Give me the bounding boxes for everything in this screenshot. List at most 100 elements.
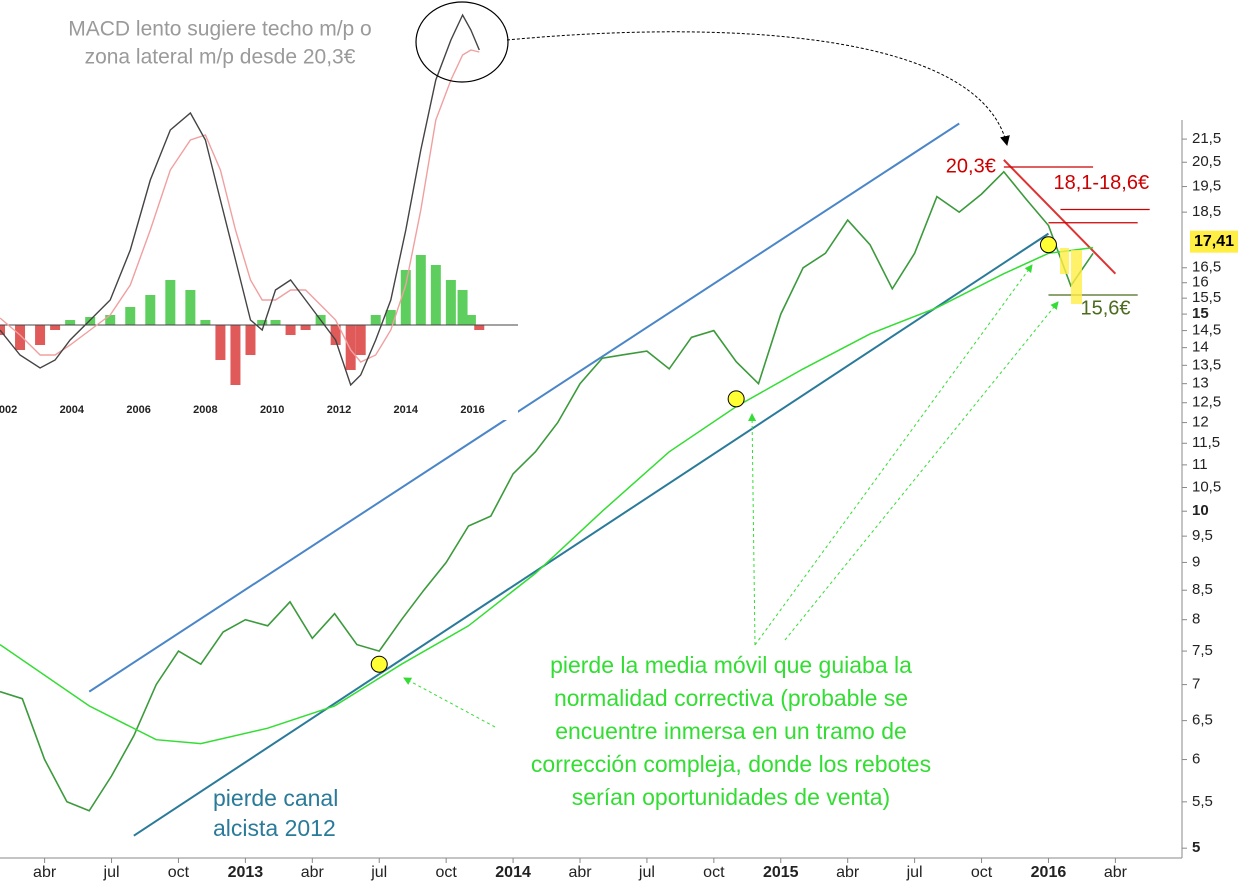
y-tick-label: 7,5: [1192, 642, 1213, 659]
y-tick-label: 12: [1192, 414, 1209, 431]
inset-title: MACD lento sugiere techo m/p o: [68, 18, 371, 41]
x-tick-label: oct: [435, 864, 457, 881]
y-tick-label: 9,5: [1192, 527, 1213, 544]
y-tick-label: 12,5: [1192, 394, 1221, 411]
signal-line: [0, 49, 480, 363]
highlight-point: [1039, 236, 1057, 254]
x-tick-label: abr: [836, 864, 860, 881]
y-tick-label: 18,5: [1192, 203, 1221, 220]
x-tick-label: abr: [33, 864, 57, 881]
inset-background: [0, 0, 518, 420]
inset-x-tick-label: 2002: [0, 404, 17, 416]
histogram-bar: [370, 315, 381, 325]
y-tick-label: 15: [1192, 305, 1209, 322]
histogram-bar: [415, 255, 426, 325]
x-tick-label: 2015: [763, 864, 799, 881]
note-arrow: [784, 301, 1059, 641]
histogram-bar: [165, 280, 176, 325]
y-tick-label: 16,5: [1192, 259, 1221, 276]
trend-line: [88, 122, 960, 693]
x-tick-label: abr: [1104, 864, 1128, 881]
histogram-bar: [445, 280, 456, 325]
level-label: 20,3€: [946, 155, 996, 177]
histogram-bar: [245, 325, 256, 355]
histogram-bar: [330, 325, 341, 345]
x-tick-label: 2013: [228, 864, 264, 881]
histogram-bar: [300, 325, 311, 330]
x-tick-label: jul: [103, 864, 120, 881]
histogram-bar: [145, 295, 156, 325]
note-arrow: [403, 677, 496, 728]
highlight-box: [1071, 250, 1082, 304]
histogram-bar: [215, 325, 226, 360]
inset-x-tick-label: 2010: [260, 404, 284, 416]
histogram-bar: [35, 325, 46, 345]
histogram-bar: [257, 320, 268, 325]
y-tick-label: 9: [1192, 553, 1200, 570]
histogram-bar: [105, 315, 116, 325]
inset-x-tick-label: 2014: [394, 404, 419, 416]
ma-note: normalidad correctiva (probable se: [554, 685, 908, 711]
last-price-badge: [1190, 230, 1238, 253]
y-tick-label: 10,5: [1192, 478, 1221, 495]
inset-x-tick-label: 2006: [126, 404, 150, 416]
histogram-bar: [15, 325, 26, 350]
histogram-bar: [0, 325, 5, 335]
x-tick-label: jul: [906, 864, 923, 881]
histogram-bar: [200, 320, 211, 325]
y-tick-label: 5: [1192, 839, 1200, 856]
trend-line: [1003, 159, 1117, 275]
y-tick-label: 13,5: [1192, 356, 1221, 373]
ma-note: serían oportunidades de venta): [572, 784, 890, 810]
y-tick-label: 19,5: [1192, 178, 1221, 195]
histogram-bar: [285, 325, 296, 335]
level-label: 15,6€: [1080, 297, 1130, 319]
histogram-bar: [457, 290, 468, 325]
y-tick-label: 14: [1192, 339, 1209, 356]
x-tick-label: abr: [568, 864, 592, 881]
histogram-bar: [65, 320, 76, 325]
pointer-arrow: [506, 31, 1010, 146]
last-price-label: 17,41: [1194, 233, 1234, 250]
y-tick-label: 6,5: [1192, 712, 1213, 729]
x-tick-label: abr: [301, 864, 325, 881]
histogram-bar: [125, 307, 136, 325]
x-tick-label: oct: [971, 864, 993, 881]
y-tick-label: 11: [1192, 456, 1208, 473]
note-arrows: [403, 264, 1059, 728]
channel-note: alcista 2012: [213, 815, 336, 841]
histogram-bar: [465, 315, 476, 325]
y-tick-label: 7: [1192, 676, 1200, 693]
macd-inset: 2002 2004 2006 2008 2010 2012 2014 2016 MACD len…: [0, 13, 518, 416]
y-tick-label: 21,5: [1192, 130, 1221, 147]
trend-line: [133, 232, 1050, 837]
inset-x-tick-label: 2004: [60, 404, 85, 416]
price-line: [0, 170, 1094, 812]
histogram-bar: [270, 320, 281, 325]
level-label: 18,1-18,6€: [1053, 172, 1149, 194]
y-tick-label: 20,5: [1192, 153, 1221, 170]
histogram-bar: [430, 265, 441, 325]
y-tick-label: 8,5: [1192, 581, 1213, 598]
y-tick-label: 15,5: [1192, 289, 1221, 306]
histogram-bar: [400, 270, 411, 325]
x-tick-label: jul: [638, 864, 655, 881]
histogram-bar: [345, 325, 356, 370]
y-tick-label: 14,5: [1192, 322, 1221, 339]
histogram-bar: [355, 325, 366, 355]
y-tick-label: 13: [1192, 375, 1209, 392]
x-tick-label: 2016: [1031, 864, 1067, 881]
moving-average: [0, 246, 1094, 745]
y-tick-label: 16: [1192, 274, 1209, 291]
inset-x-tick-label: 2008: [193, 404, 217, 416]
ma-note: encuentre inmersa en un tramo de: [555, 718, 907, 744]
peak-circle: [415, 1, 509, 83]
inset-x-tick-label: 2012: [327, 404, 351, 416]
note-arrow: [748, 413, 757, 646]
histogram-bar: [50, 325, 61, 330]
x-tick-label: oct: [703, 864, 725, 881]
histogram-bar: [185, 290, 196, 325]
y-tick-label: 10: [1192, 502, 1209, 519]
x-tick-label: oct: [168, 864, 190, 881]
